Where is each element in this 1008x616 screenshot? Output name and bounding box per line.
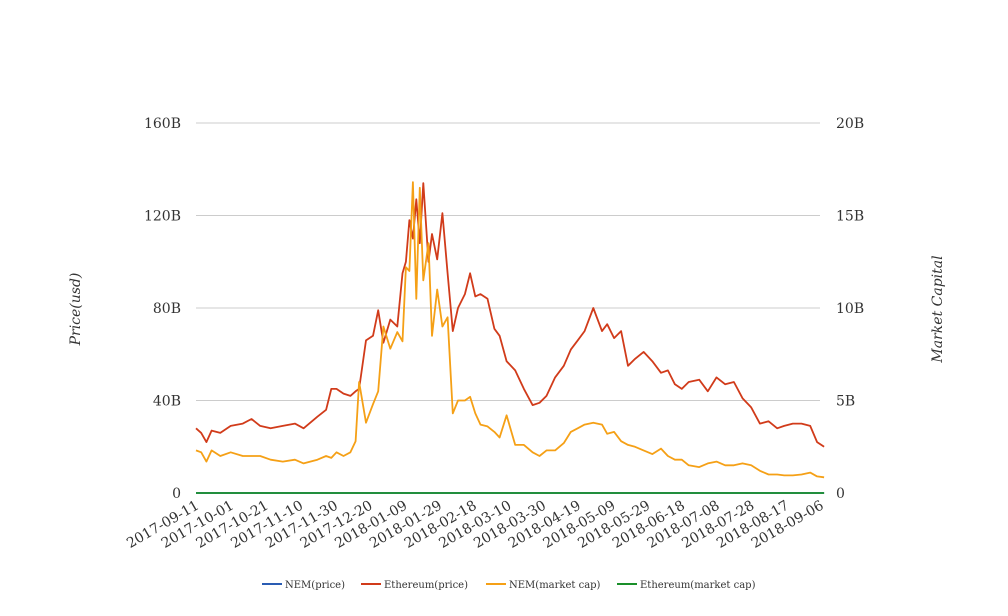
legend-label: Ethereum(market cap) [640, 580, 756, 591]
left-tick-label: 0 [172, 486, 181, 502]
legend: NEM(price) Ethereum(price) NEM(market cap)… [262, 580, 756, 591]
right-tick-label: 10B [836, 301, 864, 317]
x-axis-ticks: 2017-09-112017-10-012017-10-212017-11-10… [124, 498, 827, 552]
right-axis-ticks: 0 5B 10B 15B 20B [836, 116, 864, 502]
grid-lines [196, 122, 820, 401]
right-tick-label: 15B [836, 209, 864, 225]
series-line-nem-market-cap [195, 181, 825, 479]
series-lines [195, 181, 825, 494]
left-tick-label: 40B [153, 394, 181, 410]
left-tick-label: 120B [144, 209, 181, 225]
y-axis-right-title: Market Capital [930, 255, 946, 363]
right-tick-label: 0 [836, 486, 845, 502]
left-tick-label: 160B [144, 116, 181, 132]
legend-label: NEM(market cap) [509, 580, 601, 591]
left-axis-ticks: 0 40B 80B 120B 160B [144, 116, 181, 502]
series-line-ethereum-price [195, 182, 825, 448]
left-tick-label: 80B [153, 301, 181, 317]
legend-label: Ethereum(price) [384, 580, 468, 591]
legend-label: NEM(price) [285, 580, 345, 591]
y-axis-left-title: Price(usd) [68, 273, 84, 347]
right-tick-label: 5B [836, 394, 855, 410]
right-tick-label: 20B [836, 116, 864, 132]
